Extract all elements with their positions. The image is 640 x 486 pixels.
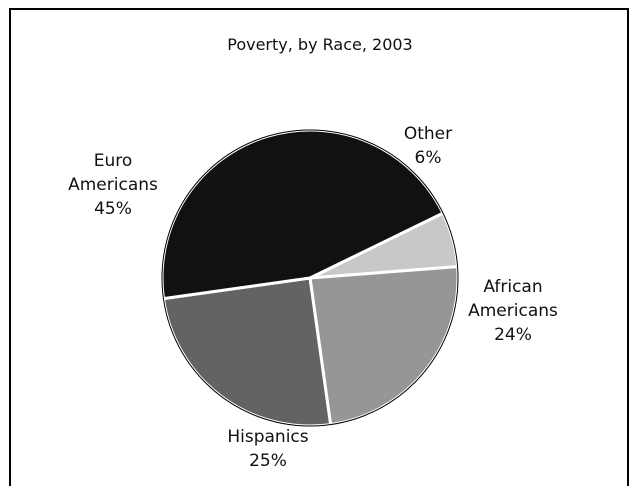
- pie-slice-african-americans: [308, 265, 460, 427]
- pie-labels: Other 6% African Americans 24% Hispanics 25% Eu…: [68, 124, 558, 471]
- slice-value-label: 6%: [415, 148, 442, 168]
- chart-title: Poverty, by Race, 2003: [227, 35, 412, 54]
- slice-value-label: 24%: [494, 325, 532, 345]
- slice-category-label: Euro: [94, 151, 133, 171]
- slice-value-label: 25%: [249, 451, 287, 471]
- pie-slices: [160, 128, 460, 428]
- pie-outline: [161, 129, 459, 427]
- slice-category-label: African: [483, 277, 542, 297]
- slice-category-label: Hispanics: [227, 427, 308, 447]
- slice-category-label: Americans: [468, 301, 558, 321]
- pie-slice-hispanics: [161, 276, 333, 428]
- slice-category-label: Americans: [68, 175, 158, 195]
- slice-category-label: Other: [404, 124, 452, 144]
- slice-value-label: 45%: [94, 199, 132, 219]
